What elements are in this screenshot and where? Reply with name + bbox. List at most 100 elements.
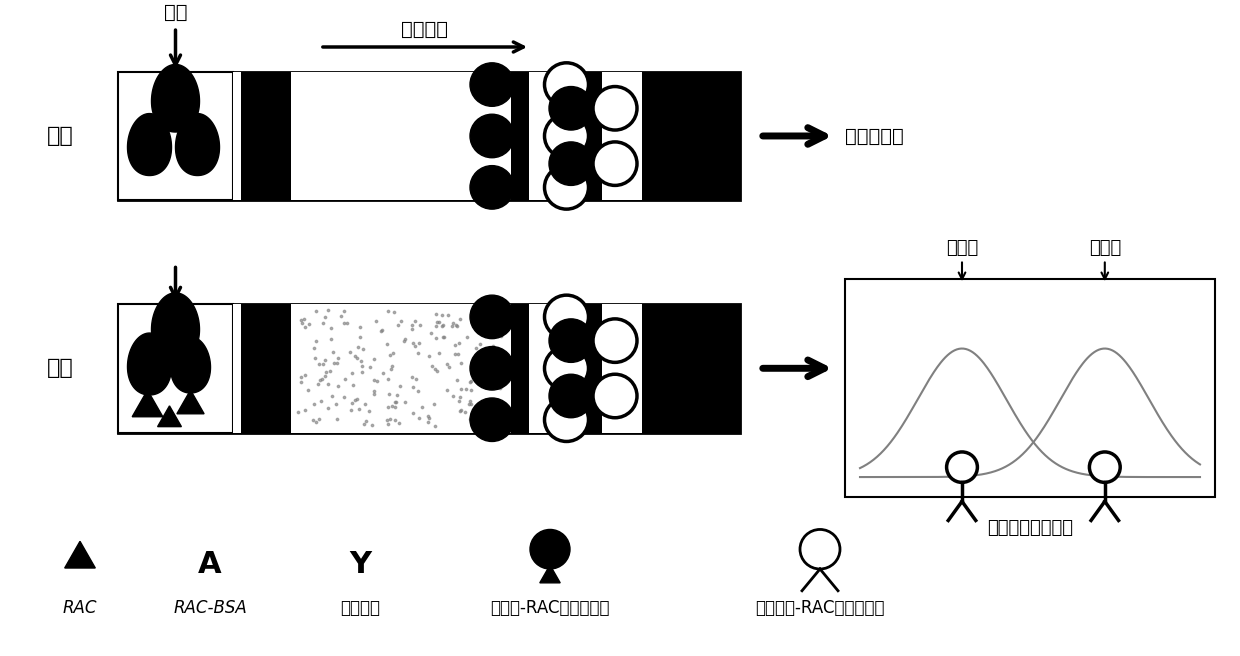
Point [378,374,398,384]
Point [379,388,399,399]
Point [460,385,480,396]
Point [448,348,467,359]
Point [474,369,494,380]
Point [294,314,314,325]
Bar [511,72,529,200]
Point [306,417,326,427]
Bar [291,72,511,200]
Point [425,309,445,319]
Text: 荧光微球-RAC抗体复合物: 荧光微球-RAC抗体复合物 [755,599,885,617]
Text: 阳性: 阳性 [47,358,73,379]
Circle shape [470,63,515,106]
Point [474,417,494,428]
Point [306,335,326,346]
Point [340,347,360,358]
Point [436,359,456,369]
Point [315,312,335,322]
Point [345,394,365,405]
Point [366,316,386,326]
Point [480,328,500,338]
Point [446,319,466,330]
Point [474,349,494,359]
Point [402,323,422,334]
Point [433,331,453,342]
Point [347,342,367,352]
Point [490,382,510,393]
Point [290,315,310,325]
Point [334,306,353,316]
Point [372,325,392,336]
Point [319,305,339,316]
Point [403,319,423,330]
Bar [584,72,601,200]
Polygon shape [176,113,219,176]
Bar [118,72,233,200]
Text: RAC: RAC [63,599,97,617]
Point [403,338,423,348]
Point [425,333,445,344]
Point [477,396,497,407]
Point [479,318,498,329]
Polygon shape [128,113,171,176]
Point [484,399,503,409]
Point [424,399,444,409]
Point [474,324,494,335]
Point [350,404,370,415]
Point [356,416,376,426]
Point [451,384,471,395]
Text: Y: Y [348,550,371,579]
Point [373,367,393,378]
Point [455,407,475,417]
Bar [584,304,601,432]
Bar [529,72,584,200]
Point [418,411,438,421]
Point [347,394,367,405]
Point [408,386,428,397]
Point [377,415,397,425]
Point [460,396,480,406]
Bar [233,72,241,200]
Point [310,375,330,385]
Point [358,406,378,417]
Point [308,379,327,389]
Point [363,375,383,385]
Point [403,372,423,382]
Point [489,380,508,390]
Point [412,401,432,412]
Point [388,320,408,331]
Point [365,389,384,400]
Point [396,334,415,344]
Point [291,377,311,387]
Point [384,415,404,425]
Bar [118,304,233,432]
Text: 层析方向: 层析方向 [402,20,449,39]
Point [382,360,402,371]
Point [425,363,445,374]
Point [434,332,454,342]
Point [458,332,477,342]
Point [324,347,343,358]
Point [350,322,370,333]
Circle shape [593,319,637,362]
Point [407,374,427,384]
Circle shape [549,142,593,186]
Point [392,316,412,326]
Point [459,399,479,409]
Point [381,364,401,375]
Point [409,338,429,348]
Point [433,321,453,331]
Point [329,381,348,392]
Text: RAC-BSA: RAC-BSA [174,599,247,617]
Point [316,367,336,377]
Point [461,398,481,409]
Point [378,419,398,430]
Point [342,367,362,378]
Point [315,354,335,365]
Text: 阴性: 阴性 [47,126,73,146]
Point [306,306,326,316]
Point [299,384,319,395]
Text: 质控线: 质控线 [1089,239,1121,256]
Point [314,359,334,370]
Point [355,419,374,429]
Point [405,316,425,327]
